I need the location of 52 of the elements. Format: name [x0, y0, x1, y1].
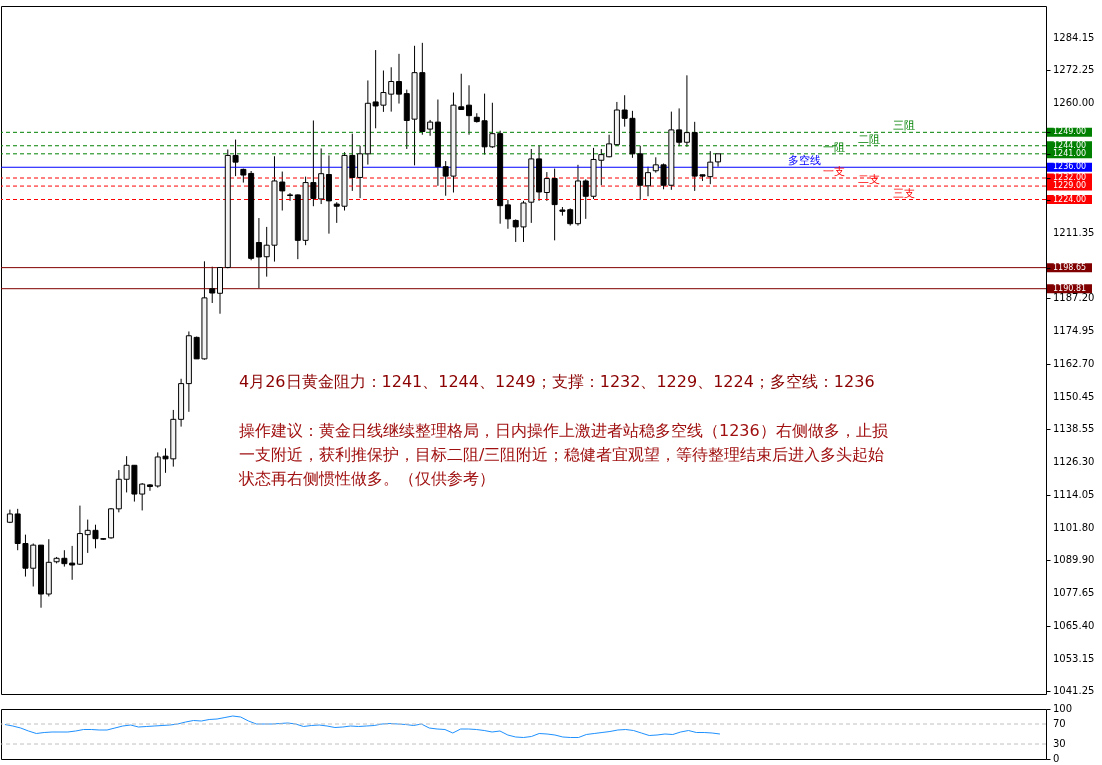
- y-tick-label: 1224.00: [1053, 194, 1087, 204]
- y-tick-label: 1126.30: [1053, 456, 1095, 468]
- ref-line-label: 二支: [858, 173, 881, 187]
- y-tick-label: 1190.81: [1053, 283, 1087, 293]
- y-tick-label: 1041.25: [1053, 684, 1095, 696]
- y-tick-label: 1236.00: [1053, 162, 1087, 172]
- candlestick: [683, 74, 690, 148]
- y-tick-label: 1232.00: [1053, 173, 1087, 182]
- y-tick-label: 1077.65: [1053, 586, 1095, 598]
- ref-line-label: 三支: [893, 186, 916, 200]
- candlestick: [255, 217, 262, 289]
- candlestick: [209, 266, 216, 304]
- y-tick-label: 1174.95: [1053, 325, 1095, 337]
- candlestick: [287, 192, 294, 202]
- y-tick-label: 1241.00: [1053, 148, 1087, 158]
- y-tick-label: 100: [1053, 703, 1073, 714]
- y-tick-label: 1101.80: [1053, 521, 1095, 533]
- annotation: 状态再右侧惯性做多。（仅供参考）: [238, 469, 495, 488]
- y-tick-label: 1053.15: [1053, 652, 1095, 664]
- candlestick: [357, 145, 364, 199]
- y-tick-label: 1114.05: [1053, 488, 1095, 500]
- candlestick: [395, 53, 402, 105]
- y-tick-label: 1284.15: [1053, 31, 1095, 43]
- line-series: [4, 715, 721, 738]
- y-tick-label: 1138.55: [1053, 423, 1095, 435]
- annotation: 4月26日黄金阻力：1241、1244、1249；支撑：1232、1229、1224；多空线：1236: [239, 372, 875, 391]
- ref-line-label: 一阻: [823, 140, 846, 154]
- y-tick-label: 1150.45: [1053, 391, 1095, 403]
- y-tick-label: 1065.40: [1053, 619, 1095, 631]
- ref-line-label: 二阻: [858, 132, 881, 146]
- y-tick-label: 1089.90: [1053, 553, 1095, 565]
- candlestick: [466, 84, 473, 136]
- candlestick: [504, 199, 511, 230]
- ref-line-label: 三阻: [893, 119, 916, 133]
- candlestick: [645, 166, 652, 197]
- y-tick-label: 1187.20: [1053, 292, 1095, 304]
- y-tick-label: 1229.00: [1053, 181, 1087, 191]
- annotation: 操作建议：黄金日线继续整理格局，日内操作上激进者站稳多空线（1236）右侧做多，止损: [239, 421, 888, 440]
- y-tick-label: 1272.25: [1053, 63, 1095, 75]
- y-tick-label: 1162.70: [1053, 358, 1095, 370]
- y-tick-label: 30: [1053, 738, 1066, 749]
- candlestick: [146, 483, 153, 492]
- ref-line-label: 一支: [823, 165, 846, 178]
- y-tick-label: 1211.35: [1053, 227, 1095, 239]
- y-tick-label: 1198.65: [1053, 262, 1087, 272]
- y-tick-label: 1244.00: [1053, 140, 1087, 150]
- ref-line-label: 多空线: [788, 154, 822, 168]
- annotation: 一支附近，获利推保护，目标二阻/三阻附近；稳健者宜观望，等待整理结束后进入多头起始: [239, 445, 885, 464]
- y-tick-label: 70: [1053, 718, 1066, 729]
- y-tick-label: 0: [1053, 753, 1060, 764]
- y-tick-label: 1249.00: [1053, 127, 1087, 137]
- y-tick-label: 1260.00: [1053, 96, 1095, 108]
